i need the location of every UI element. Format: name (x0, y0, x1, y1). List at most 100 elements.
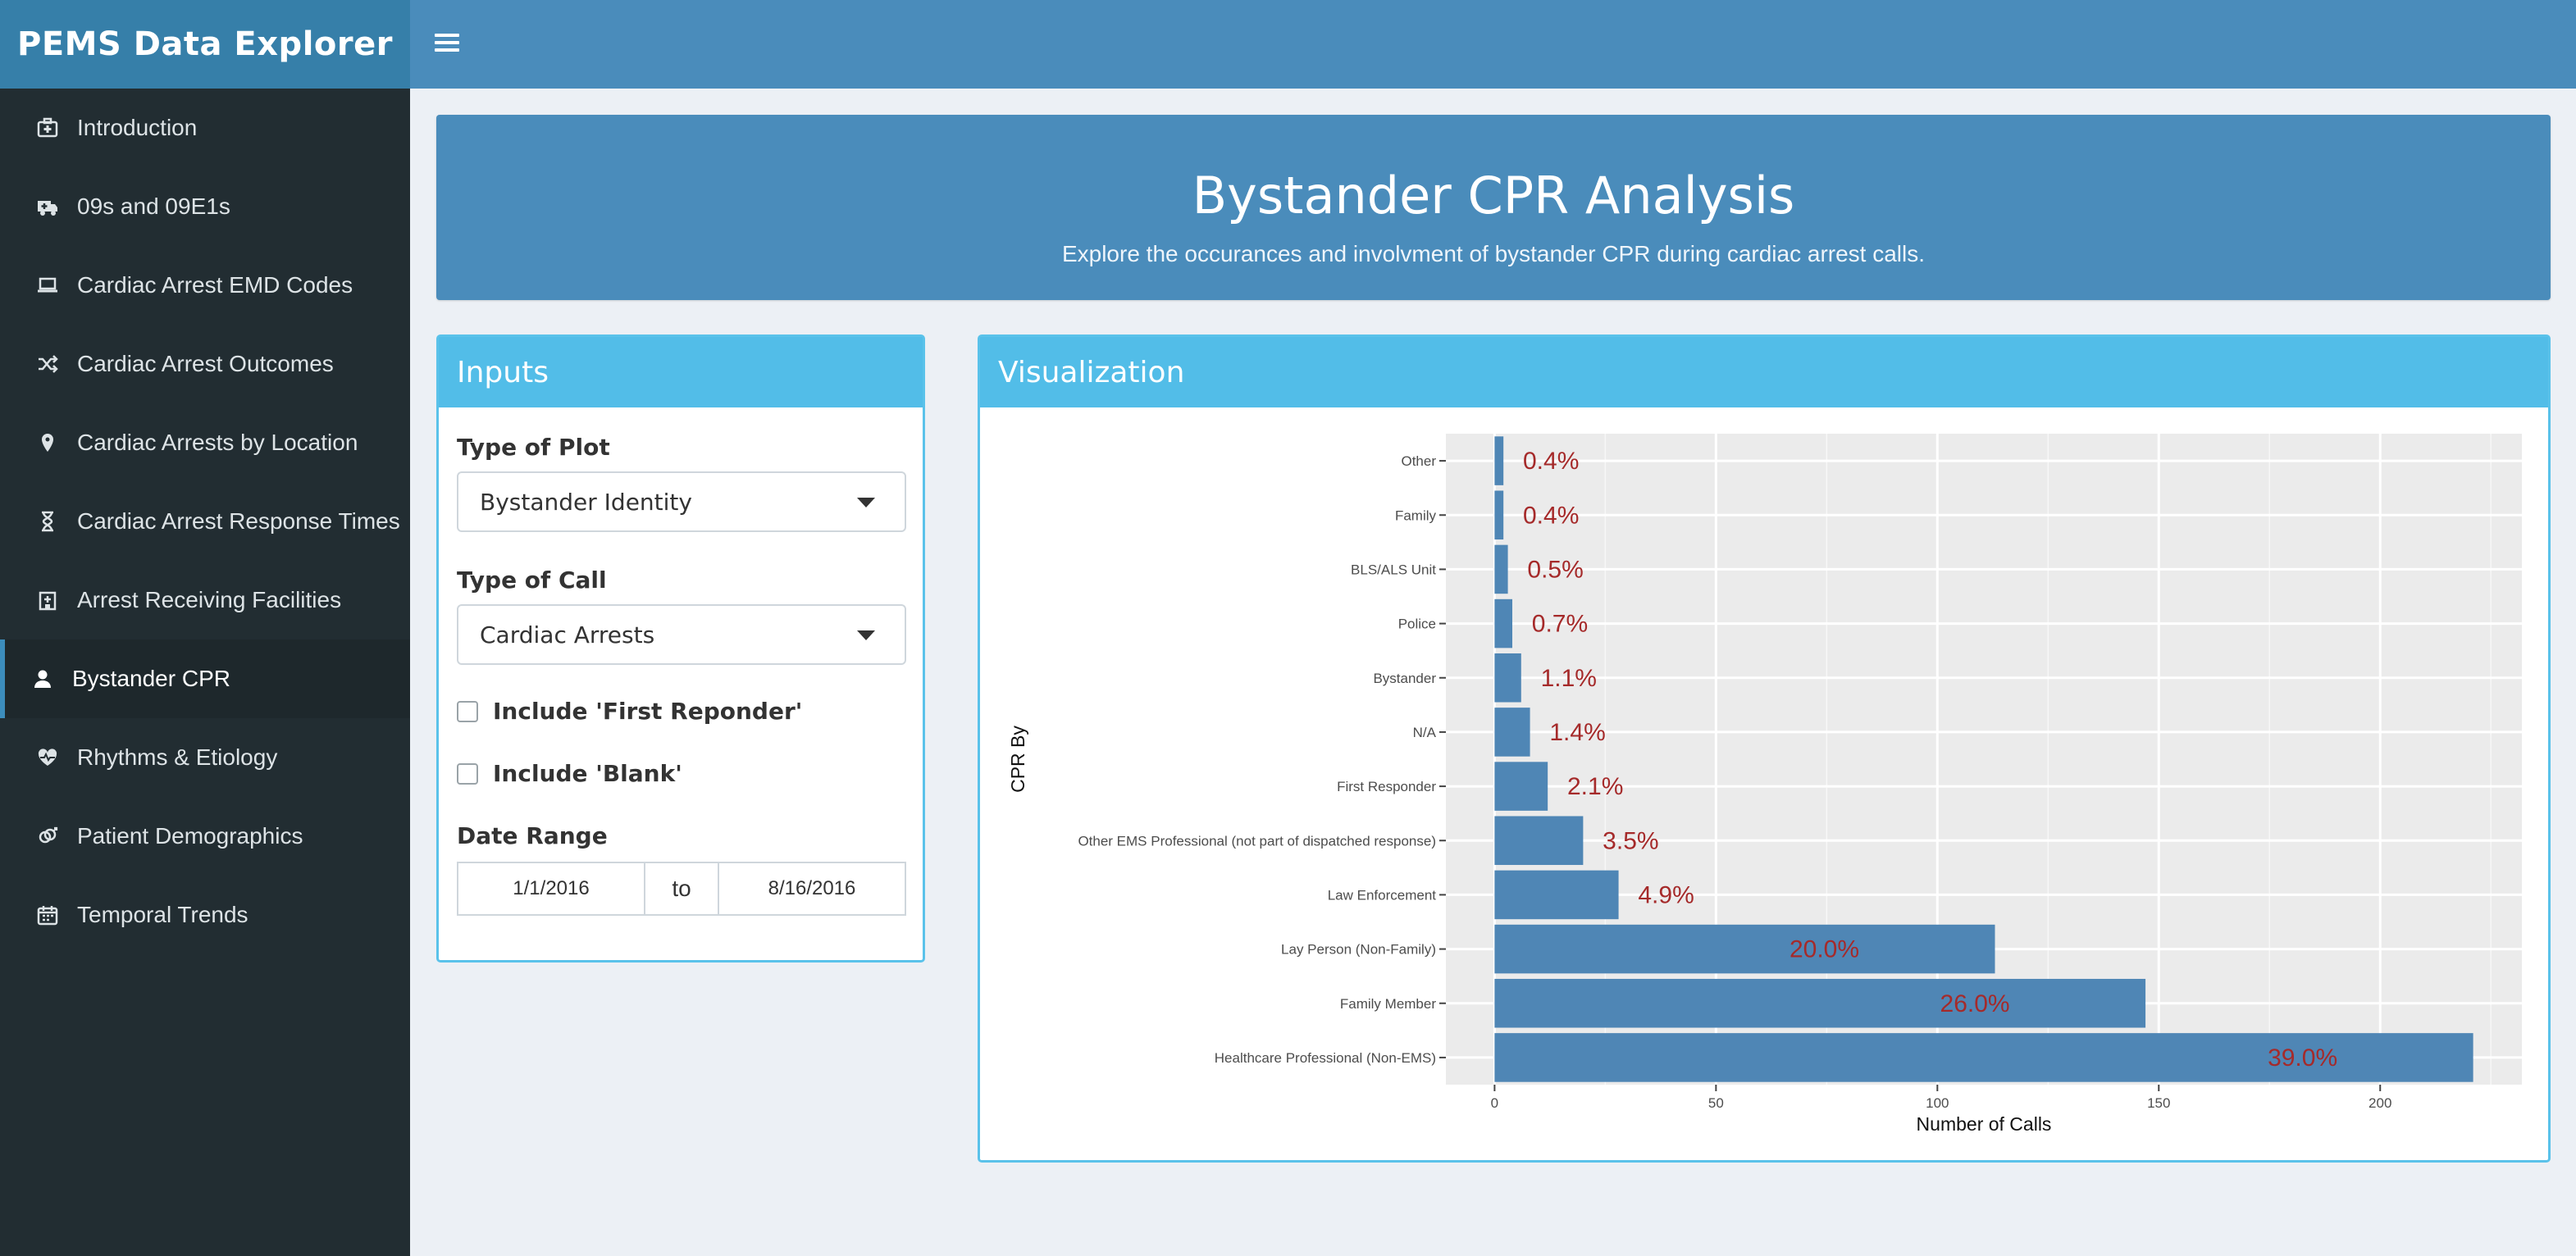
blank-checkbox-label: Include 'Blank' (493, 760, 682, 787)
sidebar-item-label: Cardiac Arrest Response Times (77, 508, 400, 534)
y-tick-label: Lay Person (Non-Family) (1281, 942, 1436, 958)
hospital-icon (34, 587, 61, 613)
page-subtitle: Explore the occurances and involvment of… (1061, 241, 1926, 266)
sidebar-item-label: Introduction (77, 115, 198, 140)
sidebar-item-label: Cardiac Arrest EMD Codes (77, 272, 353, 298)
bar (1494, 598, 1512, 648)
page-header-box: Bystander CPR Analysis Explore the occur… (436, 115, 2551, 300)
y-tick-label: Healthcare Professional (Non-EMS) (1215, 1050, 1436, 1066)
sidebar-item-arrest-receiving-facilities[interactable]: Arrest Receiving Facilities (0, 561, 410, 639)
bar (1494, 1033, 2473, 1082)
data-label: 1.4% (1549, 719, 1605, 746)
inputs-panel: Inputs Type of Plot Bystander Identity T… (436, 334, 925, 962)
sidebar-item-label: Bystander CPR (72, 666, 230, 691)
bar (1494, 924, 1995, 974)
y-tick-label: Family Member (1340, 996, 1436, 1012)
data-label: 0.4% (1523, 448, 1579, 475)
data-label: 3.5% (1603, 827, 1658, 854)
data-label: 4.9% (1638, 881, 1694, 908)
y-tick-label: Law Enforcement (1328, 887, 1437, 903)
plot-type-value: Bystander Identity (480, 488, 692, 516)
plot-type-label: Type of Plot (457, 434, 610, 461)
date-range-separator: to (645, 862, 718, 916)
visualization-panel: Visualization 0 50 100 150 200 Other 0.4% Famil… (978, 334, 2551, 1163)
user-icon (30, 666, 56, 692)
sidebar-toggle-icon[interactable] (435, 30, 459, 57)
y-tick-label: Other EMS Professional (not part of disp… (1078, 833, 1436, 849)
app-logo-title: PEMS Data Explorer (0, 0, 410, 89)
caret-down-icon (857, 630, 875, 640)
bar (1494, 870, 1619, 920)
date-start-input[interactable]: 1/1/2016 (457, 862, 645, 916)
bar (1494, 708, 1530, 757)
data-label: 0.4% (1523, 502, 1579, 529)
blank-checkbox[interactable] (457, 762, 478, 785)
y-tick-label: N/A (1413, 725, 1437, 740)
y-tick-label: Bystander (1373, 671, 1436, 686)
sidebar-item-cardiac-arrest-emd-codes[interactable]: Cardiac Arrest EMD Codes (0, 246, 410, 325)
sidebar-item-cardiac-arrest-response-times[interactable]: Cardiac Arrest Response Times (0, 482, 410, 561)
ambulance-icon (34, 193, 61, 220)
y-tick-label: Other (1401, 453, 1436, 469)
sidebar-item-cardiac-arrest-outcomes[interactable]: Cardiac Arrest Outcomes (0, 325, 410, 403)
data-label: 0.7% (1532, 611, 1588, 638)
date-range-input: 1/1/2016 to 8/16/2016 (457, 862, 906, 916)
data-label: 0.5% (1527, 556, 1583, 583)
sidebar-item-label: Rhythms & Etiology (77, 744, 278, 770)
first-aid-kit-icon (34, 115, 61, 141)
data-label: 20.0% (1790, 936, 1859, 963)
sidebar-item-label: 09s and 09E1s (77, 193, 230, 219)
call-type-select[interactable]: Cardiac Arrests (457, 604, 906, 665)
data-label: 26.0% (1940, 990, 2010, 1017)
y-tick-label: Police (1398, 617, 1436, 632)
y-tick-label: BLS/ALS Unit (1351, 562, 1436, 577)
map-marker-icon (34, 430, 61, 456)
data-label: 1.1% (1541, 665, 1597, 692)
plot-panel (1446, 434, 2522, 1085)
top-navbar (410, 0, 2576, 89)
call-type-value: Cardiac Arrests (480, 621, 655, 648)
sidebar-item-introduction[interactable]: Introduction (0, 89, 410, 167)
sidebar-item-label: Cardiac Arrest Outcomes (77, 351, 334, 376)
sidebar-item-cardiac-arrests-by-location[interactable]: Cardiac Arrests by Location (0, 403, 410, 482)
x-axis-title: Number of Calls (1917, 1113, 2052, 1135)
visualization-panel-title: Visualization (980, 337, 2548, 407)
inputs-panel-title: Inputs (439, 337, 923, 407)
laptop-icon (34, 272, 61, 298)
date-end-input[interactable]: 8/16/2016 (718, 862, 906, 916)
x-tick-label: 150 (2147, 1095, 2170, 1111)
sidebar-item-temporal-trends[interactable]: Temporal Trends (0, 876, 410, 954)
sidebar-item-label: Patient Demographics (77, 823, 303, 849)
x-tick-label: 100 (1926, 1095, 1949, 1111)
y-tick-label: Family (1395, 507, 1437, 523)
hourglass-icon (34, 508, 61, 535)
sidebar-item-patient-demographics[interactable]: Patient Demographics (0, 797, 410, 876)
bar (1494, 762, 1548, 811)
blank-option[interactable]: Include 'Blank' (457, 760, 682, 787)
page-title: Bystander CPR Analysis (1192, 166, 1795, 225)
bar (1494, 816, 1584, 866)
call-type-label: Type of Call (457, 567, 607, 594)
first-responder-option[interactable]: Include 'First Reponder' (457, 698, 802, 725)
sidebar-item-09s-and-09e1s[interactable]: 09s and 09E1s (0, 167, 410, 246)
shuffle-icon (34, 351, 61, 377)
x-tick-label: 50 (1708, 1095, 1724, 1111)
sidebar-item-label: Temporal Trends (77, 902, 248, 927)
sidebar-item-bystander-cpr[interactable]: Bystander CPR (0, 639, 410, 718)
first-responder-checkbox[interactable] (457, 700, 478, 722)
bar (1494, 436, 1504, 485)
y-axis-title: CPR By (1007, 726, 1028, 793)
sidebar-item-label: Cardiac Arrests by Location (77, 430, 358, 455)
x-tick-label: 200 (2369, 1095, 2391, 1111)
bar-chart: 0 50 100 150 200 Other 0.4% Family 0.4% BLS/ALS U… (1007, 434, 2522, 1135)
bar (1494, 490, 1504, 540)
bar (1494, 544, 1508, 594)
y-tick-label: First Responder (1337, 779, 1436, 794)
data-label: 39.0% (2268, 1044, 2337, 1072)
plot-type-select[interactable]: Bystander Identity (457, 471, 906, 532)
heartbeat-icon (34, 744, 61, 771)
sidebar-item-rhythms-etiology[interactable]: Rhythms & Etiology (0, 718, 410, 797)
first-responder-checkbox-label: Include 'First Reponder' (493, 698, 803, 725)
gender-icon (34, 823, 61, 849)
bar (1494, 978, 2146, 1028)
